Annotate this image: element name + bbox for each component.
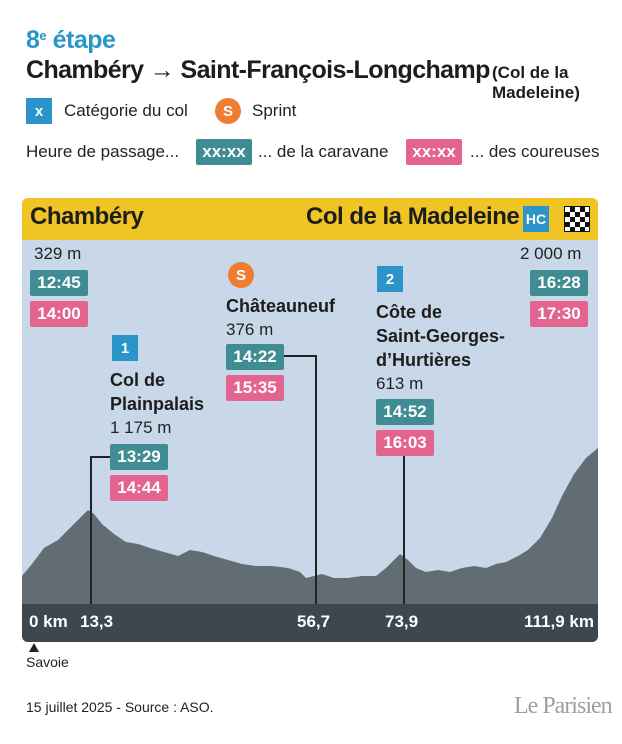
plainpalais-name-1: Col de [110,370,166,390]
publisher-logo: Le Parisien [514,693,613,719]
plainpalais-category-badge: 1 [112,335,138,361]
source-note: 15 juillet 2025 - Source : ASO. [26,699,214,715]
chateauneuf-altitude: 376 m [226,320,274,339]
finish-caravan-time: 16:28 [530,270,588,296]
km-finish: 111,9 km [524,612,594,631]
km-start: 0 km [29,612,68,631]
hc-category-badge: HC [523,206,549,232]
chateauneuf-sprint-badge: S [228,262,254,288]
chateauneuf-marker-line [315,355,317,604]
hurtieres-name-2: Saint-Georges- [376,326,506,346]
hurtieres-altitude: 613 m [376,374,424,393]
hurtieres-name-3: d’Hurtières [376,350,472,370]
plainpalais-riders-time: 14:44 [110,475,168,501]
caravan-time-sample: xx:xx [196,139,252,165]
plainpalais-caravan-time: 13:29 [110,444,168,470]
checkered-flag-icon [564,206,590,232]
start-caravan-time: 12:45 [30,270,88,296]
start-altitude: 329 m [34,244,82,263]
plainpalais-marker-line [90,456,92,604]
chateauneuf-caravan-time: 14:22 [226,344,284,370]
riders-legend-label: ... des coureuses [470,142,600,161]
finish-riders-time: 17:30 [530,301,588,327]
plainpalais-name-2: Plainpalais [110,394,205,414]
category-badge-legend: x [26,98,52,124]
chateauneuf-riders-time: 15:35 [226,375,284,401]
stage-number: 8e étape [26,26,116,54]
sprint-badge-legend: S [215,98,241,124]
finish-climb: Col de la Madeleine [306,203,520,230]
category-legend-label: Catégorie du col [64,101,188,120]
region-label: Savoie [26,654,69,670]
route-title: Chambéry → Saint-François-Longchamp [26,56,490,84]
elevation-profile [22,448,598,642]
hurtieres-riders-time: 16:03 [376,430,434,456]
elevation-area [22,448,598,642]
header-bar [22,198,598,240]
route-note: (Col de la Madeleine) [492,63,580,102]
start-riders-time: 14:00 [30,301,88,327]
hurtieres-caravan-time: 14:52 [376,399,434,425]
riders-time-sample: xx:xx [406,139,462,165]
sprint-legend-label: Sprint [252,101,297,120]
hurtieres-name-1: Côte de [376,302,443,322]
caravan-legend-label: ... de la caravane [258,142,389,161]
chateauneuf-name: Châteauneuf [226,296,336,316]
km-chateauneuf: 56,7 [297,612,331,631]
plainpalais-connector [90,456,110,458]
region-marker-icon [29,643,39,652]
distance-bar [22,604,598,642]
chateauneuf-connector [284,355,316,357]
km-hurtieres: 73,9 [385,612,419,631]
hurtieres-category-badge: 2 [377,266,403,292]
time-legend-label: Heure de passage... [26,142,180,161]
km-plainpalais: 13,3 [80,612,114,631]
plainpalais-altitude: 1 175 m [110,418,172,437]
hurtieres-marker-line [403,456,405,604]
finish-altitude: 2 000 m [520,244,582,263]
profile-panel [22,198,598,642]
start-city: Chambéry [30,203,144,230]
